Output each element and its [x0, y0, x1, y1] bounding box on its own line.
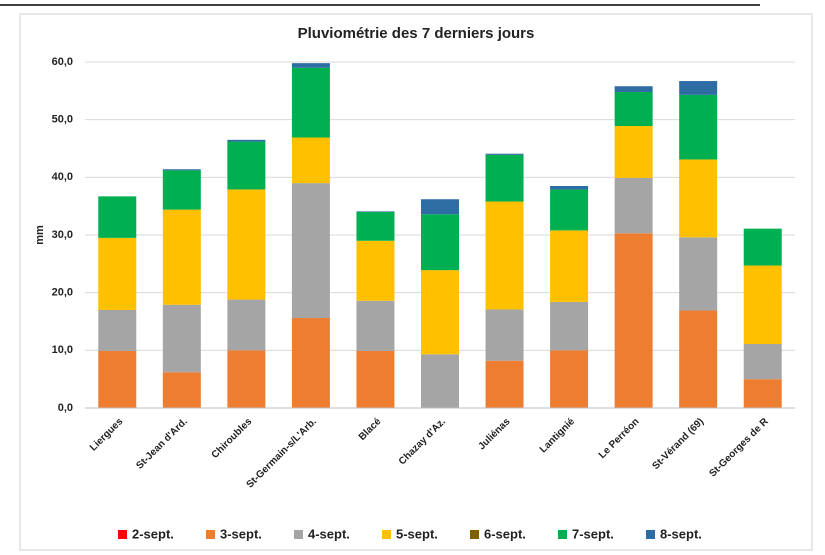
bar-segment — [291, 318, 330, 408]
legend-swatch — [206, 530, 215, 539]
bar-segment — [679, 237, 718, 311]
y-tick-label: 0,0 — [58, 402, 73, 414]
bar-segment — [614, 233, 653, 408]
bar-segment — [550, 189, 589, 231]
bar-segment — [227, 139, 266, 142]
bar-segment — [227, 189, 266, 300]
bar-segment — [421, 354, 459, 408]
bar-segment — [356, 211, 395, 241]
bar-segment — [162, 304, 201, 373]
bar-segment — [679, 159, 718, 238]
bar-segment — [550, 230, 589, 302]
legend-label: 7-sept. — [572, 526, 614, 541]
bar-segment — [485, 153, 524, 155]
legend-swatch — [646, 530, 655, 539]
bar-segment — [679, 81, 718, 95]
bar-segment — [162, 169, 201, 171]
legend-label: 3-sept. — [220, 526, 262, 541]
legend-swatch — [558, 530, 567, 539]
bar-segment — [614, 126, 653, 178]
bar-segment — [356, 300, 395, 351]
bar-segment — [162, 209, 201, 305]
bar-segment — [421, 199, 459, 215]
legend-label: 4-sept. — [308, 526, 350, 541]
bar-segment — [162, 372, 201, 408]
bar-segment — [485, 360, 524, 408]
bar-segment — [421, 214, 459, 271]
bar-segment — [743, 228, 782, 266]
legend-swatch — [118, 530, 127, 539]
bar-segment — [485, 201, 524, 310]
legend-swatch — [470, 530, 479, 539]
y-tick-label: 10,0 — [52, 344, 73, 356]
bar-segment — [743, 343, 782, 380]
bar-segment — [227, 350, 266, 408]
chart-title: Pluviométrie des 7 derniers jours — [298, 25, 535, 42]
bar-segment — [227, 299, 266, 351]
bar-segment — [356, 350, 395, 408]
bar-segment — [227, 141, 266, 190]
legend-label: 8-sept. — [660, 526, 702, 541]
bar-segment — [743, 265, 782, 344]
bar-segment — [550, 185, 589, 190]
bar-segment — [550, 301, 589, 351]
bar-segment — [98, 196, 137, 238]
legend-label: 2-sept. — [132, 526, 174, 541]
bar-segment — [98, 237, 137, 310]
bar-segment — [550, 350, 589, 408]
bar-segment — [356, 240, 395, 301]
bar-segment — [679, 94, 718, 160]
bar-segment — [291, 183, 330, 319]
bar-segment — [679, 310, 718, 408]
bar-segment — [743, 379, 782, 408]
y-tick-label: 60,0 — [52, 56, 73, 68]
y-axis-label: mm — [34, 225, 46, 245]
bar-segment — [614, 86, 653, 92]
bar-segment — [614, 177, 653, 234]
legend-swatch — [294, 530, 303, 539]
bar-segment — [291, 63, 330, 68]
legend-label: 6-sept. — [484, 526, 526, 541]
y-tick-label: 30,0 — [52, 229, 73, 241]
y-tick-label: 40,0 — [52, 171, 73, 183]
bar-segment — [98, 350, 137, 408]
y-tick-label: 50,0 — [52, 114, 73, 126]
bar-segment — [291, 67, 330, 138]
bar-segment — [98, 309, 137, 351]
bar-segment — [421, 270, 459, 355]
bar-segment — [485, 154, 524, 202]
bar-segment — [291, 137, 330, 184]
bar-segment — [162, 170, 201, 210]
legend-swatch — [382, 530, 391, 539]
bar-segment — [614, 91, 653, 127]
bar-segment — [485, 309, 524, 361]
y-tick-label: 20,0 — [52, 287, 73, 299]
legend-label: 5-sept. — [396, 526, 438, 541]
bar-segment — [356, 211, 395, 212]
